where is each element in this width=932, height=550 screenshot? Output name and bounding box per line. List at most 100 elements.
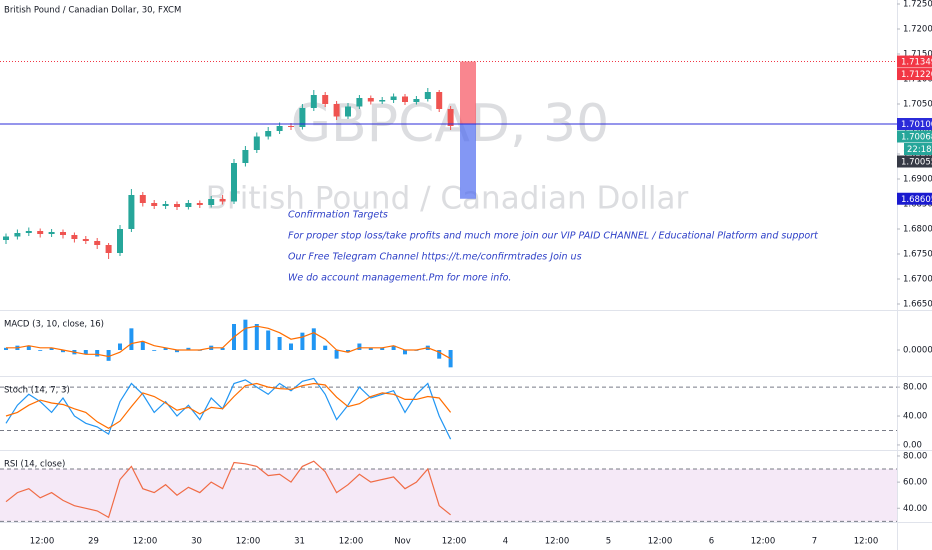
candle-body: [82, 239, 89, 241]
x-tick-label: 30: [191, 537, 202, 547]
candle-body: [447, 109, 454, 126]
pane-title: RSI (14, close): [4, 460, 65, 470]
candle-body: [94, 241, 101, 245]
macd-bar: [49, 347, 54, 350]
macd-bar: [152, 350, 157, 351]
position-stop: [460, 124, 476, 199]
macd-bar: [186, 347, 191, 350]
candle-body: [196, 203, 203, 205]
candle-body: [265, 131, 272, 137]
macd-bar: [437, 350, 442, 359]
candle-body: [402, 96, 408, 102]
pane-title: MACD (3, 10, close, 16): [4, 320, 104, 330]
price-label-box: [897, 130, 932, 143]
x-tick-label: 12:00: [133, 537, 158, 547]
candle-body: [105, 245, 112, 253]
candle-body: [48, 232, 55, 234]
position-target: [460, 61, 476, 124]
macd-bar: [334, 350, 339, 359]
price-label-box: [897, 55, 932, 68]
price-label: 1.68605: [901, 195, 932, 205]
candle-body: [345, 106, 351, 117]
macd-bar: [289, 343, 293, 350]
macd-bar: [277, 337, 282, 350]
y-tick-label: 1.66500: [903, 300, 932, 310]
macd-bar: [175, 350, 179, 353]
candle-body: [71, 235, 78, 239]
candle-body: [219, 199, 226, 202]
stoch-line: [5, 382, 452, 429]
y-tick-label: 40.00: [903, 412, 927, 422]
candle-body: [162, 204, 169, 206]
candle-body: [14, 233, 21, 237]
macd-bar: [357, 343, 362, 350]
macd-bar: [118, 343, 122, 350]
x-tick-label: 12:00: [236, 537, 261, 547]
price-label: 1.71349: [901, 58, 932, 68]
price-label-box: [897, 192, 932, 205]
annotation: Our Free Telegram Channel https://t.me/c…: [288, 252, 582, 263]
x-tick-label: 12:00: [751, 537, 776, 547]
x-tick-label: 5: [606, 537, 611, 547]
macd-bar: [220, 347, 225, 350]
macd-bar: [391, 345, 396, 350]
candle-body: [185, 203, 192, 207]
candle-body: [379, 100, 386, 102]
macd-bar: [140, 341, 145, 350]
candle-body: [322, 95, 329, 104]
macd-bar: [311, 328, 316, 350]
candle-body: [333, 104, 340, 117]
x-tick-label: 12:00: [339, 537, 364, 547]
y-tick-label: 1.69000: [903, 175, 932, 185]
y-tick-label: 1.71500: [903, 50, 932, 60]
y-tick-label: 0.00: [903, 440, 922, 450]
stoch-line: [5, 377, 452, 440]
x-tick-label: 31: [294, 537, 305, 547]
candle-body: [174, 204, 180, 207]
macd-bar: [106, 350, 111, 361]
x-tick-label: 12:00: [648, 537, 673, 547]
x-tick-label: 12:00: [30, 537, 55, 547]
candle-body: [242, 150, 249, 163]
macd-bar: [243, 319, 248, 350]
y-tick-label: 1.67500: [903, 250, 932, 260]
candle-body: [390, 96, 397, 100]
macd-bar: [380, 347, 385, 350]
macd-bar: [4, 347, 8, 350]
candle-body: [288, 126, 294, 127]
candle-body: [117, 229, 123, 253]
candle-body: [253, 136, 260, 150]
countdown-box: [904, 143, 932, 155]
pane-title: Stoch (14, 7, 3): [4, 386, 70, 396]
candle-body: [231, 163, 237, 202]
price-label-box: [897, 118, 932, 130]
y-tick-label: 1.67000: [903, 275, 932, 285]
price-label-box: [897, 155, 932, 168]
x-tick-label: 12:00: [545, 537, 570, 547]
pane-title: British Pound / Canadian Dollar, 30, FXC…: [4, 6, 181, 16]
x-tick-label: 4: [503, 537, 508, 547]
candle-body: [356, 98, 363, 107]
y-tick-label: 80.00: [903, 451, 927, 461]
countdown: 22:18: [907, 145, 932, 155]
macd-bar: [254, 324, 259, 350]
macd-bar: [266, 330, 271, 350]
macd-bar: [95, 350, 100, 357]
macd-bar: [323, 345, 328, 350]
x-tick-label: Nov: [394, 537, 411, 547]
candle-body: [3, 236, 9, 240]
macd-bar: [163, 347, 168, 350]
macd-bar: [61, 350, 65, 353]
y-tick-label: 0.00000: [903, 346, 932, 356]
x-tick-label: 7: [812, 537, 817, 547]
macd-bar: [26, 345, 31, 350]
candle-body: [139, 195, 146, 203]
price-label: 1.71220: [901, 70, 932, 80]
candle-body: [299, 108, 306, 127]
candle-body: [367, 98, 374, 102]
annotation: We do account management.Pm for more inf…: [288, 273, 511, 284]
y-tick-label: 1.72500: [903, 0, 932, 10]
x-tick-label: 29: [88, 537, 99, 547]
